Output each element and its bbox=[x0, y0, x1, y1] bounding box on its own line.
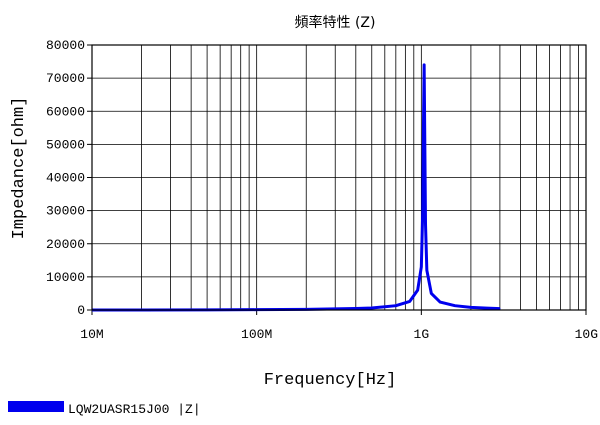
data-point bbox=[424, 143, 426, 145]
data-point bbox=[395, 305, 397, 307]
data-point bbox=[417, 289, 419, 291]
y-tick-label: 70000 bbox=[46, 71, 85, 86]
y-tick-label: 50000 bbox=[46, 137, 85, 152]
data-point bbox=[355, 307, 357, 310]
data-point bbox=[454, 305, 456, 307]
x-tick-label: 100M bbox=[241, 327, 272, 342]
data-point bbox=[424, 223, 427, 225]
data-point bbox=[371, 307, 373, 309]
y-tick-label: 20000 bbox=[46, 237, 85, 252]
data-point bbox=[426, 269, 428, 271]
y-tick-label: 30000 bbox=[46, 204, 85, 219]
chart-title: 頻率特性 (Z) bbox=[295, 14, 376, 31]
data-point bbox=[439, 301, 441, 303]
data-point bbox=[430, 292, 432, 295]
y-tick-label: 10000 bbox=[46, 270, 85, 285]
legend-label: LQW2UASR15J00 |Z| bbox=[68, 402, 201, 417]
series-layer bbox=[91, 63, 501, 312]
y-tick-label: 80000 bbox=[46, 38, 85, 53]
legend: LQW2UASR15J00 |Z| bbox=[8, 401, 201, 417]
y-axis-label: Impedance[ohm] bbox=[10, 97, 29, 240]
x-tick-label: 10G bbox=[575, 327, 598, 342]
data-point bbox=[486, 307, 488, 309]
x-axis-label: Frequency[Hz] bbox=[264, 371, 397, 390]
y-tick-label: 40000 bbox=[46, 171, 85, 186]
y-tick-label: 60000 bbox=[46, 104, 85, 119]
data-point bbox=[470, 306, 472, 308]
data-point bbox=[422, 210, 424, 212]
y-tick-label: 0 bbox=[77, 303, 85, 318]
grid bbox=[92, 45, 586, 310]
data-point bbox=[499, 308, 501, 310]
x-tick-label: 10M bbox=[80, 327, 103, 342]
x-tick-label: 1G bbox=[414, 327, 430, 342]
series-line bbox=[91, 63, 500, 312]
data-point bbox=[422, 127, 425, 129]
data-point bbox=[423, 64, 425, 66]
data-point bbox=[409, 300, 411, 302]
data-point bbox=[420, 266, 422, 268]
legend-swatch bbox=[8, 401, 64, 412]
plot-frame bbox=[91, 44, 587, 311]
tick-labels: 0 10000 20000 30000 40000 50000 60000 70000 8000… bbox=[46, 38, 598, 342]
